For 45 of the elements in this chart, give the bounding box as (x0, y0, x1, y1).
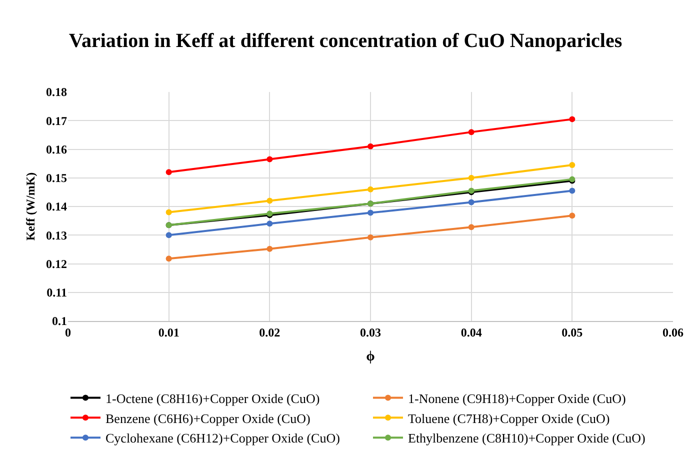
point (569, 212, 576, 219)
legend-label: Benzene (C6H6)+Copper Oxide (CuO) (106, 410, 310, 426)
x-axis-title: ϕ (366, 350, 376, 365)
legend-label: Toluene (C7H8)+Copper Oxide (CuO) (408, 410, 610, 426)
point (368, 143, 374, 150)
point (368, 234, 374, 240)
x-tick-label: 0.04 (460, 325, 482, 340)
y-tick-label: 0.12 (46, 256, 67, 271)
point (468, 174, 474, 181)
chart-title: Variation in Keff at different concentration of CuO Nanoparicles (68, 30, 622, 52)
point (569, 162, 576, 168)
legend-label: Ethylbenzene (C8H10)+Copper Oxide (CuO) (408, 430, 646, 446)
point (569, 188, 576, 194)
y-axis-title: Keff (W/mK) (23, 172, 38, 241)
point (166, 232, 172, 238)
point (468, 199, 474, 206)
x-tick-label: 0.03 (360, 325, 381, 340)
point (468, 129, 474, 136)
point (569, 116, 576, 122)
point (266, 156, 273, 162)
point (368, 210, 374, 216)
y-tick-label: 0.15 (46, 171, 67, 186)
legend-label: 1-Nonene (C9H18)+Copper Oxide (CuO) (408, 390, 626, 406)
y-tick-label: 0.11 (46, 286, 67, 300)
y-tick-label: 0.17 (46, 114, 67, 128)
point (166, 169, 172, 176)
y-tick-label: 0.1 (52, 314, 67, 328)
legend-label: Cyclohexane (C6H12)+Copper Oxide (CuO) (106, 430, 340, 446)
point (266, 198, 273, 204)
legend-label: 1-Octene (C8H16)+Copper Oxide (CuO) (106, 390, 320, 406)
y-tick-label: 0.16 (46, 142, 67, 156)
point (266, 246, 273, 252)
x-tick-label: 0 (65, 325, 71, 340)
x-tick-label: 0.02 (259, 325, 280, 340)
point (266, 220, 273, 227)
y-tick-label: 0.13 (46, 228, 67, 242)
point (166, 256, 172, 262)
point (368, 186, 374, 192)
y-tick-label: 0.18 (46, 85, 67, 100)
y-tick-label: 0.14 (46, 200, 67, 214)
point (166, 209, 172, 216)
x-tick-label: 0.01 (158, 325, 180, 340)
x-tick-label: 0.05 (562, 325, 583, 340)
point (468, 224, 474, 230)
x-tick-label: 0.06 (662, 325, 684, 340)
